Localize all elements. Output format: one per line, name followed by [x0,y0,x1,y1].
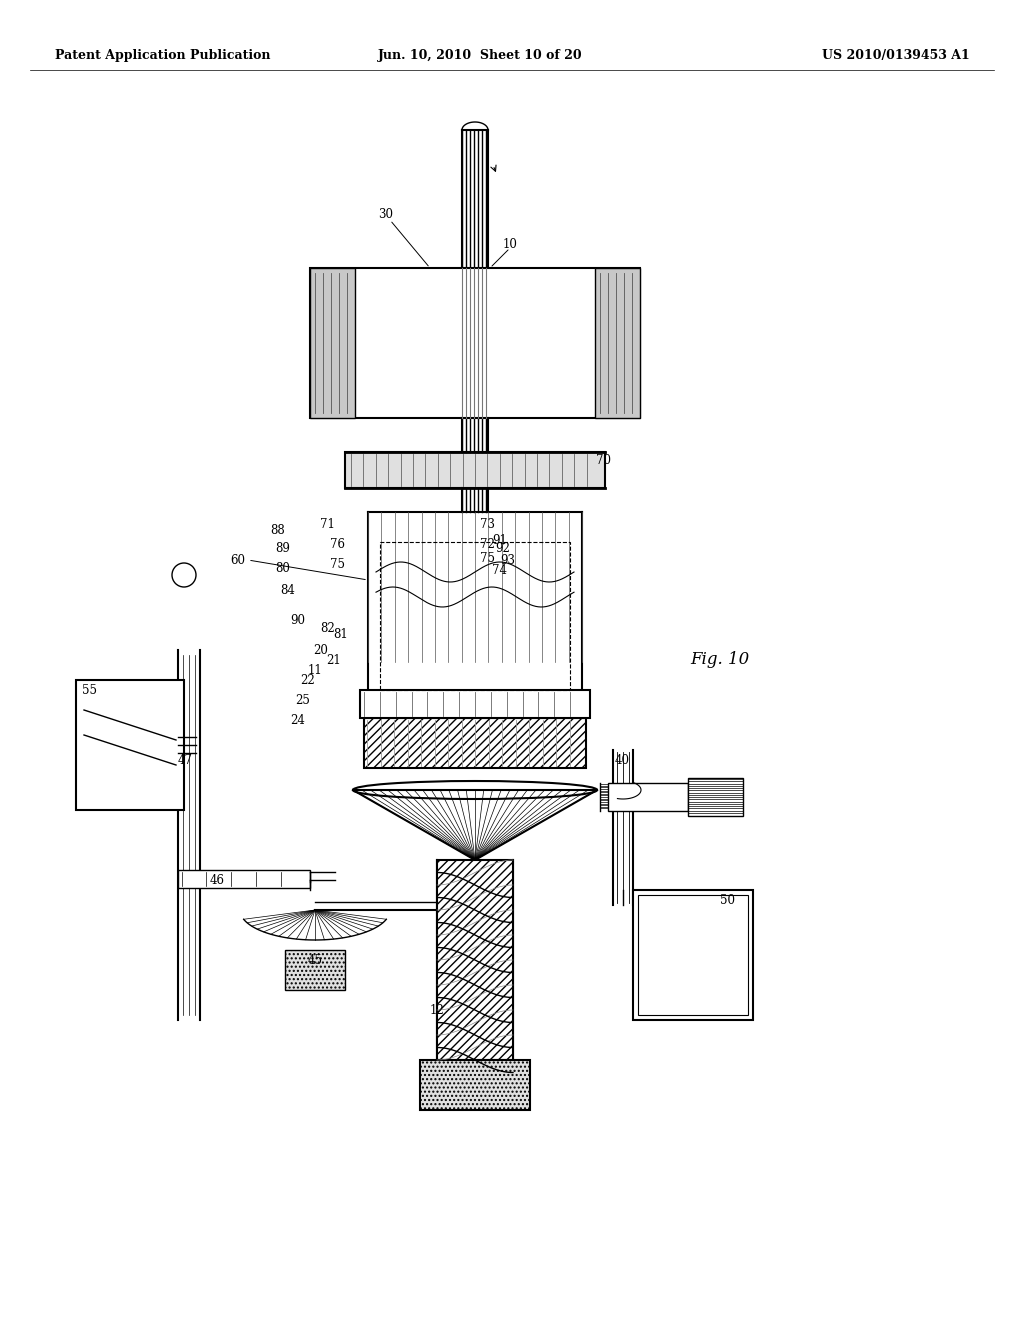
Bar [345,451,605,488]
Text: 75: 75 [330,558,345,572]
Bar [638,895,748,1015]
Text: 84: 84 [280,583,295,597]
Text: 73: 73 [480,519,495,532]
Bar [608,783,688,810]
Text: 25: 25 [295,693,310,706]
Bar [178,870,310,888]
Text: US 2010/0139453 A1: US 2010/0139453 A1 [822,49,970,62]
Bar [437,861,513,1060]
Bar [688,777,743,816]
Text: 24: 24 [290,714,305,726]
Text: 21: 21 [326,653,341,667]
Text: 22: 22 [300,673,314,686]
Text: 93: 93 [500,553,515,566]
Text: 92: 92 [495,541,510,554]
Text: 75: 75 [480,552,495,565]
Text: 74: 74 [492,564,507,577]
Bar [420,1060,530,1110]
Circle shape [172,564,196,587]
Bar [595,268,640,418]
Text: 30: 30 [378,209,393,222]
Text: 45: 45 [308,953,323,966]
Text: 71: 71 [319,519,335,532]
Text: 80: 80 [275,561,290,574]
Bar [633,890,753,1020]
Text: 88: 88 [270,524,285,536]
Text: 60: 60 [230,553,245,566]
Text: 90: 90 [290,614,305,627]
Text: 70: 70 [596,454,611,466]
Bar [364,718,586,768]
Text: 50: 50 [720,894,735,907]
Text: 81: 81 [333,627,348,640]
Bar [360,690,590,718]
Text: 82: 82 [319,622,335,635]
Text: Fig. 10: Fig. 10 [690,652,750,668]
Text: 91: 91 [492,533,507,546]
Text: 12: 12 [430,1003,444,1016]
Bar [310,268,355,418]
Text: 72: 72 [480,539,495,552]
Text: 40: 40 [615,754,630,767]
Text: 89: 89 [275,541,290,554]
Text: Patent Application Publication: Patent Application Publication [55,49,270,62]
Text: 55: 55 [82,684,97,697]
Text: 10: 10 [503,239,518,252]
Bar [380,543,570,690]
Text: 76: 76 [330,539,345,552]
Bar [595,268,640,418]
Text: 47: 47 [178,754,193,767]
Text: 46: 46 [210,874,225,887]
Text: 20: 20 [313,644,328,656]
Bar [310,268,640,418]
Bar [76,680,184,810]
Text: Jun. 10, 2010  Sheet 10 of 20: Jun. 10, 2010 Sheet 10 of 20 [378,49,583,62]
Bar [285,950,345,990]
Bar [310,268,355,418]
Text: 11: 11 [308,664,323,676]
